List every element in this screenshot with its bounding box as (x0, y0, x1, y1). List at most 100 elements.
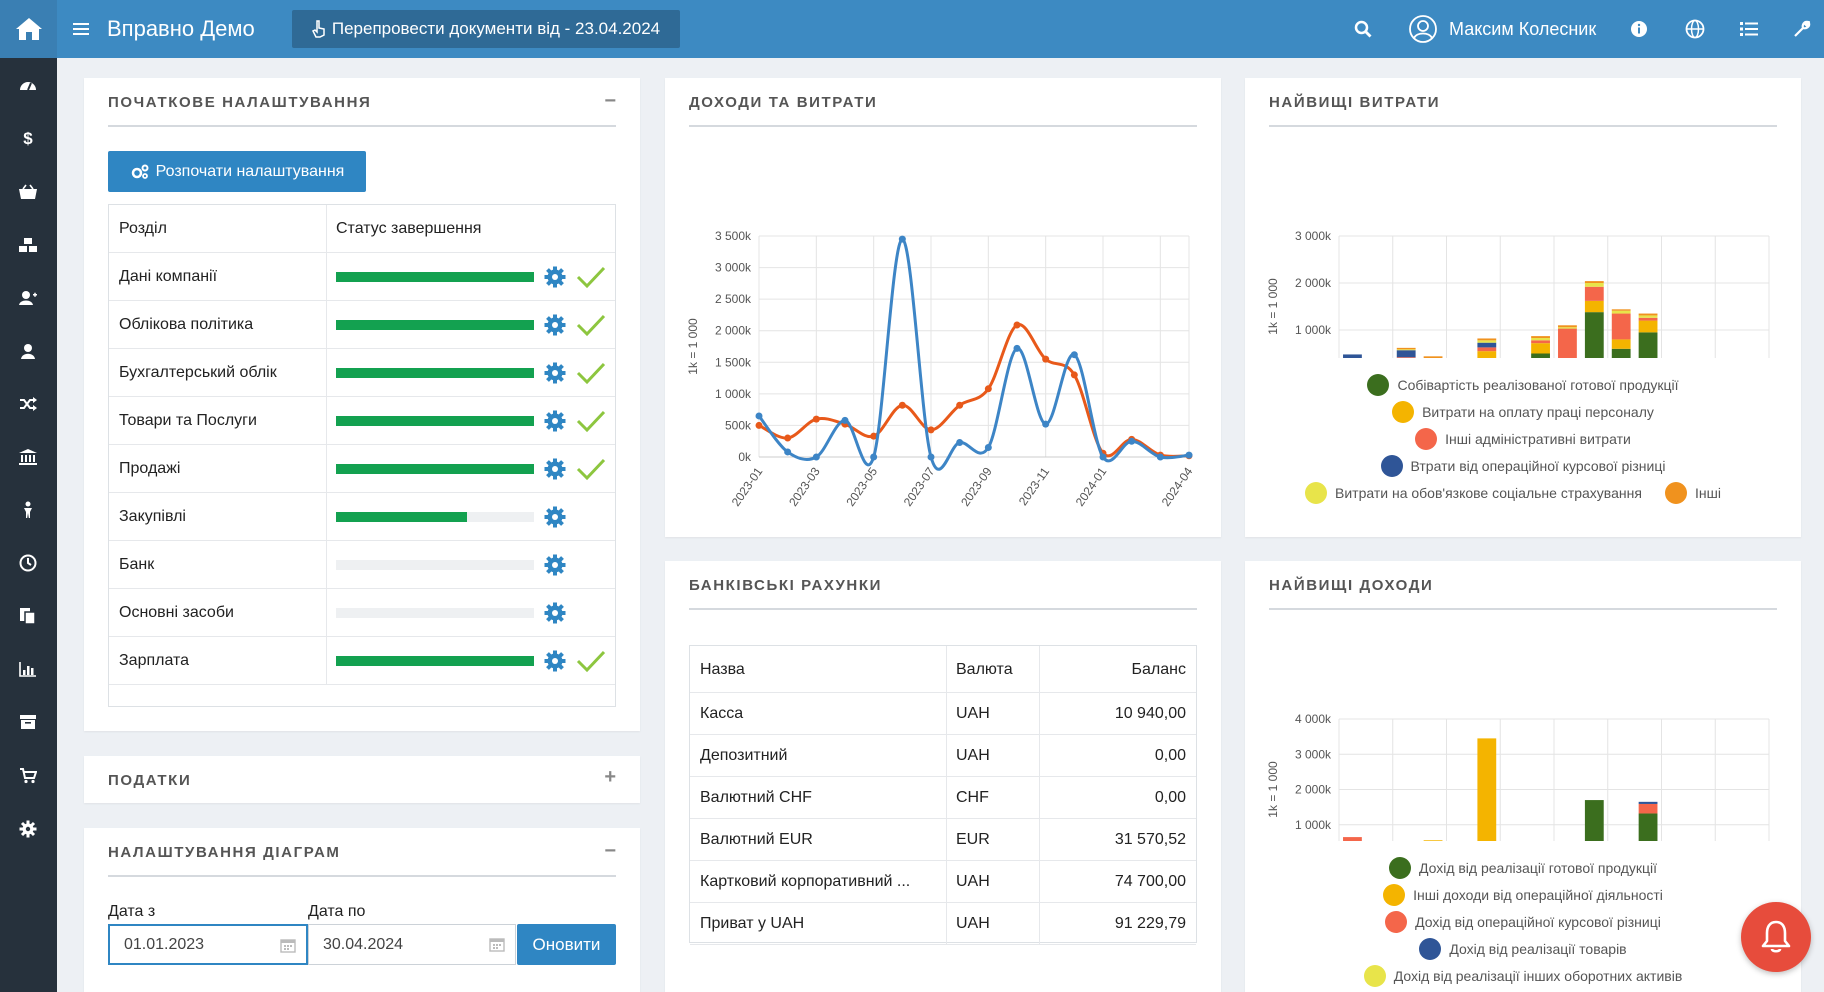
legend-item[interactable]: Дохід від операційної курсової різниці (1245, 911, 1801, 933)
person-icon[interactable] (10, 492, 46, 528)
x-tick-label: 2024-04 (1159, 464, 1196, 508)
data-point (1070, 371, 1078, 379)
cubes-icon[interactable] (10, 227, 46, 263)
legend-item[interactable]: Дохід від реалізації інших оборотних акт… (1245, 965, 1801, 987)
progress-fill (336, 512, 467, 522)
repost-documents-button[interactable]: Перепровести документи від - 23.04.2024 (292, 10, 680, 48)
check-icon (576, 362, 606, 385)
top-expenses-divider (1269, 125, 1777, 127)
legend-marker (1383, 884, 1406, 906)
setup-row-name: Дані компанії (119, 268, 218, 285)
gear-icon[interactable] (543, 457, 567, 481)
legend-item[interactable]: Інші (1665, 482, 1721, 504)
documents-icon[interactable] (10, 598, 46, 634)
account-balance: 0,00 (1154, 747, 1186, 764)
setup-collapse-button[interactable]: − (604, 90, 616, 112)
legend-item[interactable]: Собівартість реалізованої готової продук… (1245, 374, 1801, 396)
setup-row: Облікова політика (109, 301, 615, 349)
wrench-icon (1794, 20, 1811, 37)
dashboard-icon[interactable] (10, 66, 46, 102)
gear-icon[interactable] (543, 649, 567, 673)
menu-toggle-button[interactable] (73, 0, 89, 58)
dollar-icon[interactable]: $ (10, 120, 46, 156)
gear-icon[interactable] (543, 409, 567, 433)
user-avatar[interactable] (1408, 0, 1438, 58)
date-to-input[interactable]: 30.04.2024 (308, 924, 516, 965)
home-icon (15, 18, 42, 40)
legend-item[interactable]: Втрати від операційної курсової різниці (1245, 455, 1801, 477)
calendar-icon[interactable] (489, 936, 505, 952)
user-name[interactable]: Максим Колесник (1449, 18, 1597, 39)
bank-account-row[interactable]: Касса UAH 10 940,00 (690, 693, 1196, 735)
basket-icon[interactable] (10, 174, 46, 210)
progress-bar (336, 272, 534, 282)
data-point (755, 412, 763, 420)
language-button[interactable] (1685, 0, 1705, 58)
setup-row-name: Банк (119, 556, 155, 573)
y-tick-label: 1 000k (1295, 323, 1332, 337)
series-line (758, 323, 1190, 458)
data-point (1099, 453, 1107, 461)
calendar-icon[interactable] (280, 937, 296, 953)
legend-item[interactable]: Дохід від реалізації готової продукції (1245, 857, 1801, 879)
list-button[interactable] (1740, 0, 1758, 58)
shuffle-icon[interactable] (10, 386, 46, 422)
search-button[interactable] (1354, 0, 1372, 58)
chart-settings-collapse-button[interactable]: − (604, 840, 616, 862)
gear-icon[interactable] (543, 601, 567, 625)
bar-segment (1423, 840, 1443, 841)
legend-item[interactable]: Дохід від реалізації товарів (1245, 938, 1801, 960)
series-line (757, 237, 1190, 471)
archive-icon[interactable] (10, 704, 46, 740)
column-separator (326, 301, 327, 349)
bar-segment (1477, 351, 1497, 358)
notifications-button[interactable] (1741, 902, 1811, 972)
legend-item[interactable]: Витрати на оплату праці персоналу (1245, 401, 1801, 423)
bar-chart-icon[interactable] (10, 651, 46, 687)
progress-bar (336, 368, 534, 378)
column-separator (1039, 735, 1040, 777)
bank-icon[interactable] (10, 439, 46, 475)
column-separator (1039, 861, 1040, 903)
bank-account-row[interactable]: Валютний CHF CHF 0,00 (690, 777, 1196, 819)
date-from-input[interactable]: 01.01.2023 (108, 924, 308, 965)
bank-account-row[interactable]: Валютний EUR EUR 31 570,52 (690, 819, 1196, 861)
start-setup-button[interactable]: Розпочати налаштування (108, 151, 366, 192)
account-name: Валютний EUR (700, 831, 813, 848)
gear-icon[interactable] (543, 361, 567, 385)
bank-account-row[interactable]: Приват у UAH UAH 91 229,79 (690, 903, 1196, 945)
bank-accounts-table: Назва Валюта Баланс Касса UAH 10 940,00 Деп… (689, 645, 1197, 945)
bank-account-row[interactable]: Картковий корпоративний ... UAH 74 700,00 (690, 861, 1196, 903)
y-axis-label: 1k = 1 000 (686, 318, 700, 375)
legend-label: Інші адміністративні витрати (1445, 431, 1631, 447)
gear-icon[interactable] (543, 265, 567, 289)
cart-icon[interactable] (10, 758, 46, 794)
bar-segment (1477, 340, 1497, 343)
bank-account-row[interactable]: Депозитний UAH 0,00 (690, 735, 1196, 777)
gear-icon[interactable] (543, 313, 567, 337)
x-tick-label: 2023-03 (786, 464, 823, 508)
y-tick-label: 500k (725, 418, 752, 432)
taxes-expand-button[interactable]: + (604, 766, 616, 788)
gear-icon[interactable] (543, 505, 567, 529)
legend-item[interactable]: Інші адміністративні витрати (1245, 428, 1801, 450)
bar-segment (1477, 342, 1497, 348)
gear-icon[interactable] (543, 553, 567, 577)
user-plus-icon[interactable] (10, 280, 46, 316)
update-button[interactable]: Оновити (517, 924, 616, 965)
legend-item[interactable]: Витрати на обов'язкове соціальне страхув… (1305, 482, 1642, 504)
info-button[interactable] (1630, 0, 1648, 58)
check-icon (576, 410, 606, 433)
column-separator (946, 861, 947, 903)
user-icon[interactable] (10, 333, 46, 369)
settings-icon[interactable] (10, 811, 46, 847)
home-button[interactable] (0, 0, 57, 58)
y-tick-label: 2 500k (715, 292, 752, 306)
y-tick-label: 4 000k (1295, 712, 1332, 726)
tools-button[interactable] (1793, 0, 1811, 58)
legend-item[interactable]: Інші доходи від операційної діяльності (1245, 884, 1801, 906)
y-tick-label: 3 000k (715, 261, 752, 275)
progress-bar (336, 464, 534, 474)
clock-icon[interactable] (10, 545, 46, 581)
